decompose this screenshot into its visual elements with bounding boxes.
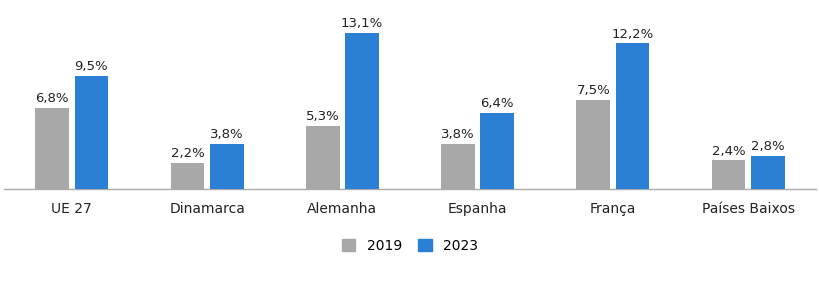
Bar [750, 156, 784, 189]
Bar [576, 99, 609, 189]
Text: 6,4%: 6,4% [480, 97, 514, 110]
Text: 3,8%: 3,8% [210, 128, 243, 141]
Bar [441, 143, 474, 189]
Legend: 2019, 2023: 2019, 2023 [334, 232, 485, 260]
Bar [615, 43, 649, 189]
Bar [75, 76, 108, 189]
Text: 2,4%: 2,4% [711, 145, 744, 158]
Bar [210, 143, 243, 189]
Bar [480, 113, 514, 189]
Bar [711, 160, 744, 189]
Text: 12,2%: 12,2% [611, 28, 653, 41]
Bar [35, 108, 69, 189]
Bar [305, 126, 339, 189]
Bar [170, 163, 204, 189]
Text: 9,5%: 9,5% [75, 60, 108, 73]
Text: 2,2%: 2,2% [170, 147, 204, 160]
Bar [345, 33, 378, 189]
Text: 5,3%: 5,3% [305, 110, 339, 123]
Text: 7,5%: 7,5% [576, 84, 609, 97]
Text: 3,8%: 3,8% [441, 128, 474, 141]
Text: 13,1%: 13,1% [341, 18, 382, 30]
Text: 2,8%: 2,8% [750, 140, 784, 153]
Text: 6,8%: 6,8% [35, 92, 69, 105]
